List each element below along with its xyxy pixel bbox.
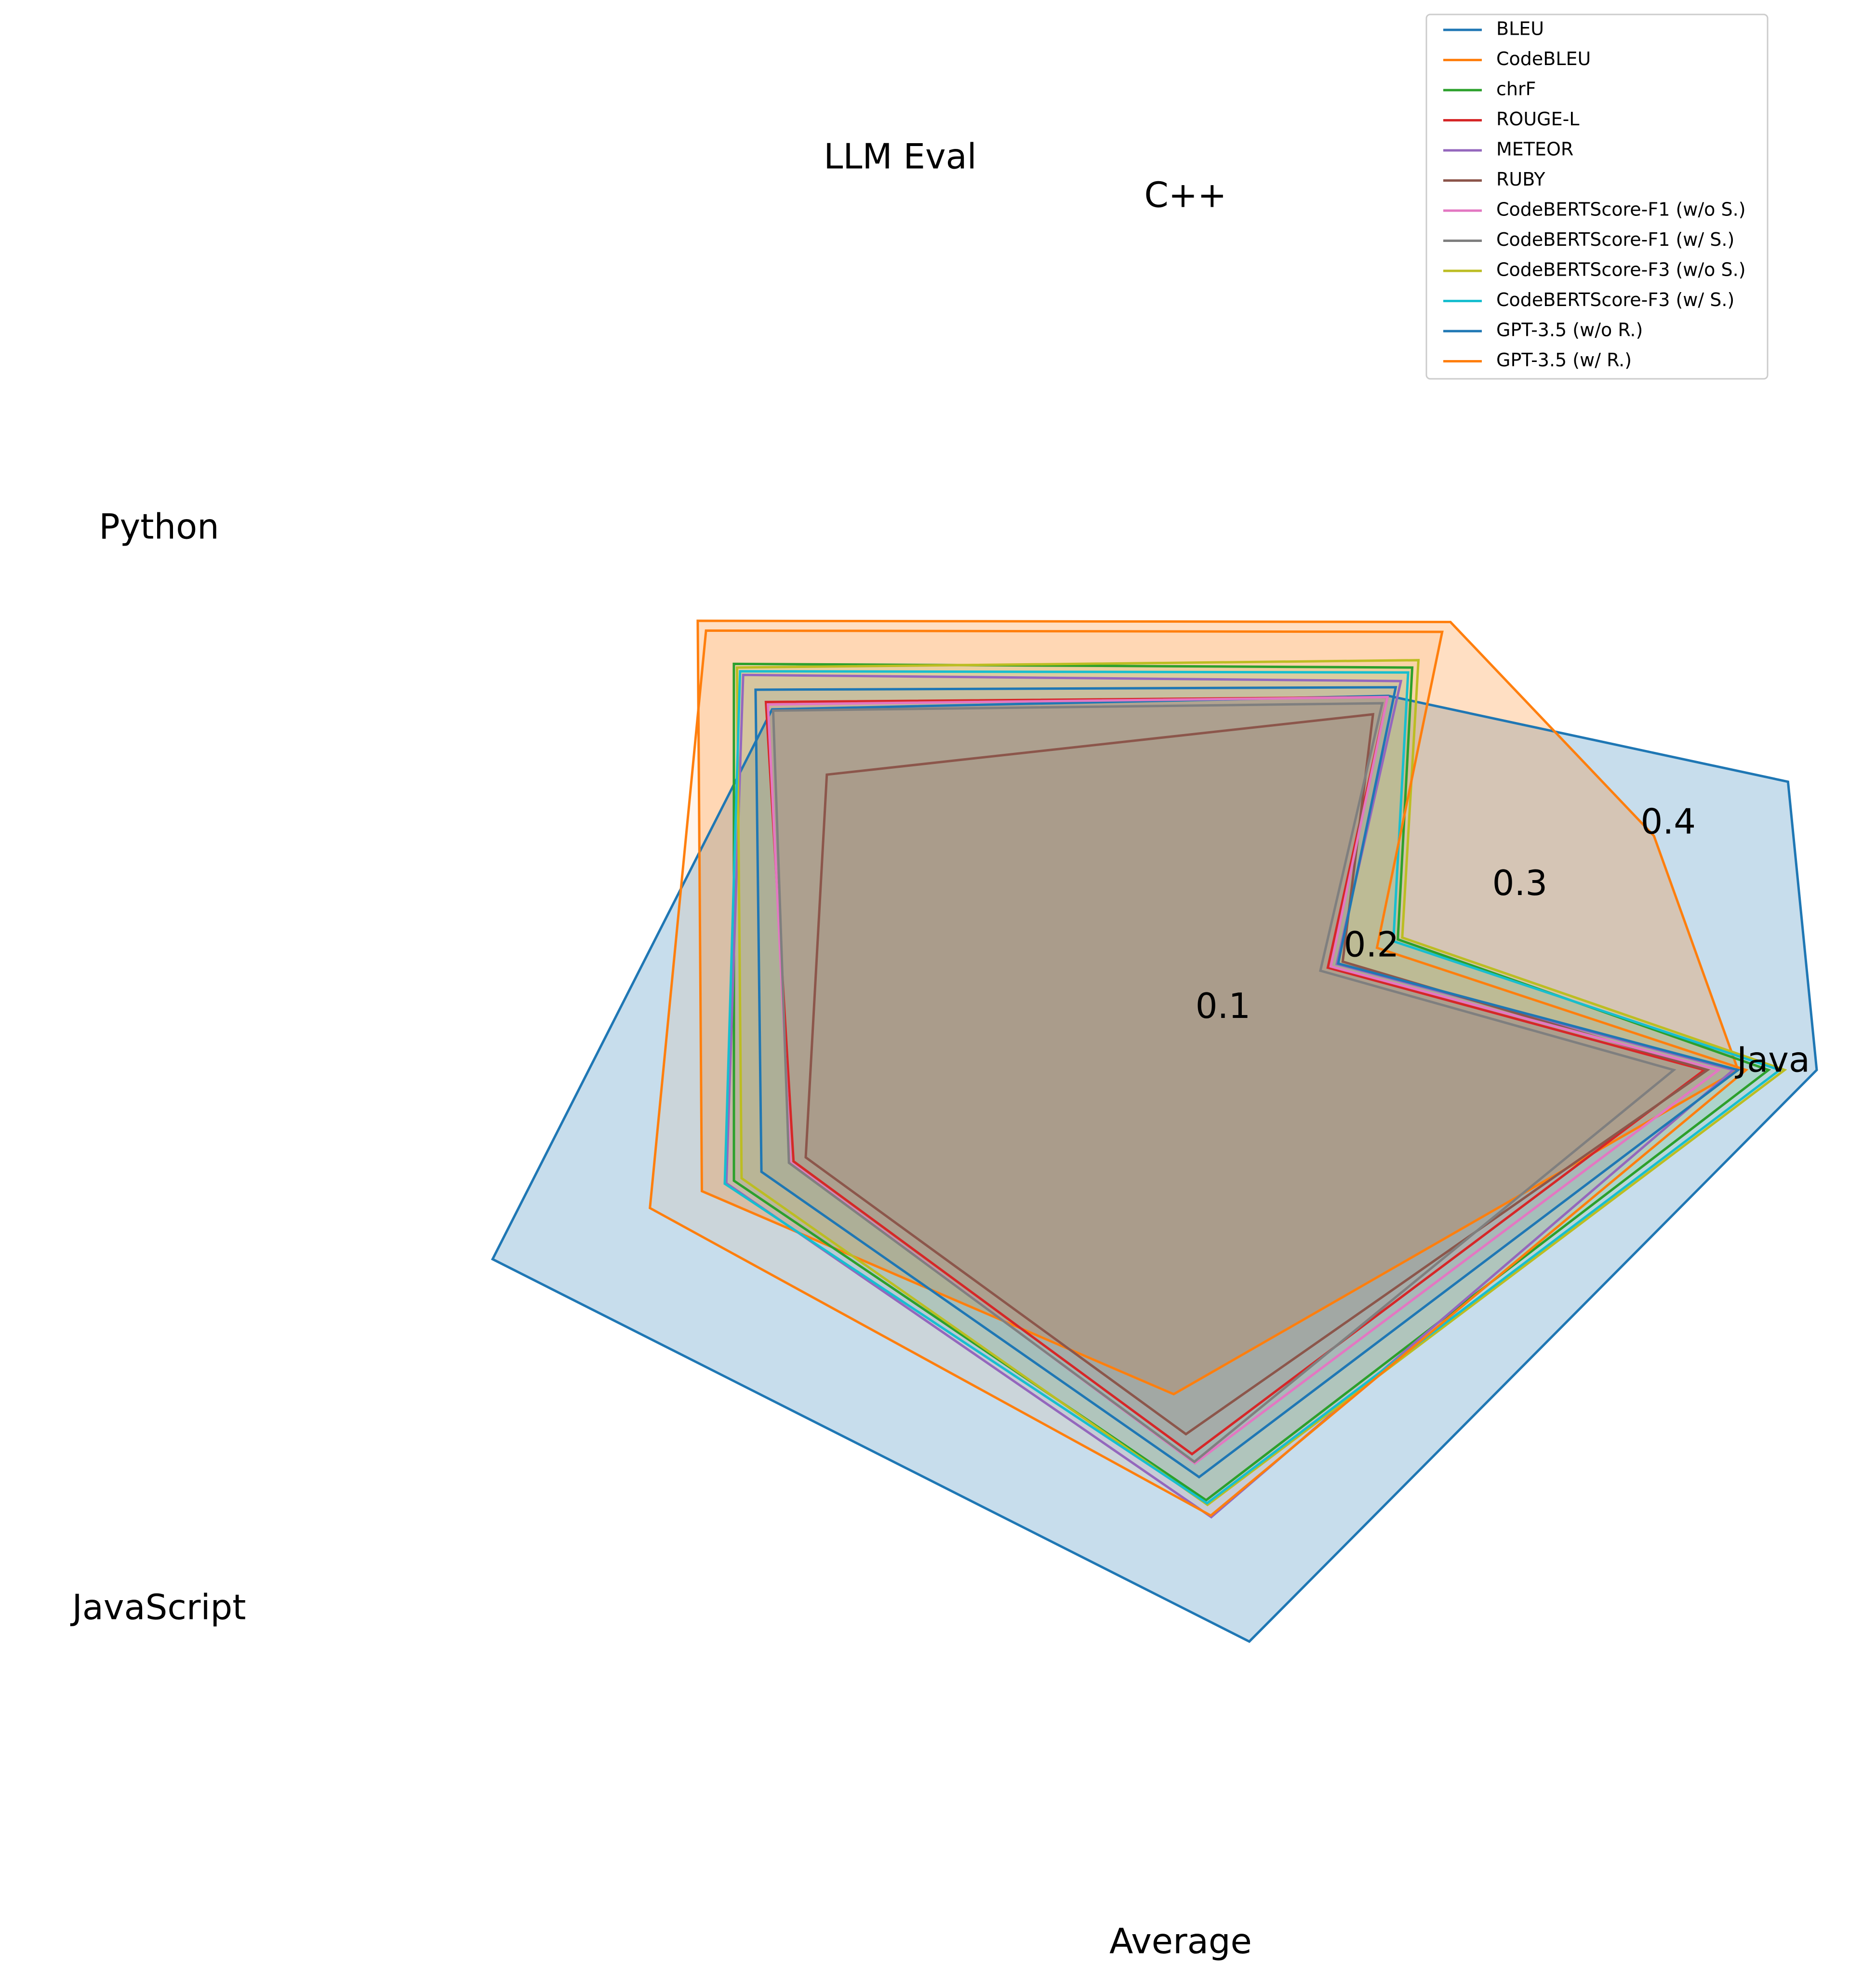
series-outlines [491,619,1818,1643]
series-line-ruby [804,713,1710,1436]
series-fill-gpt-3-5-w-o-r [755,687,1738,1477]
axis-labels: Java C++ LLM Eval Python JavaScript Average [70,136,1810,1962]
legend-label-rouge-l: ROUGE-L [1496,108,1579,130]
legend: BLEU CodeBLEU chrF ROUGE-L METEOR RUBY CodeBER… [1425,13,1769,380]
series-fill-rouge-l [766,697,1704,1454]
series-fill-ruby [806,714,1708,1434]
radial-tick-labels: 0.1 0.2 0.3 0.4 [1196,801,1696,1026]
legend-label-codebertscore-f1-w-s: CodeBERTScore-F1 (w/ S.) [1496,229,1734,250]
series-fill-codebleu [697,621,1738,1394]
legend-label-chrf: chrF [1496,79,1536,100]
legend-frame [1425,13,1769,380]
radial-tick-label: 0.3 [1492,863,1548,903]
legend-label-ruby: RUBY [1496,169,1545,190]
series-line-chrf [732,662,1771,1502]
series-line-codebleu [696,619,1740,1396]
legend-label-gpt-3-5-w-r: GPT-3.5 (w/ R.) [1496,349,1632,371]
radial-tick-label: 0.1 [1196,986,1251,1026]
legend-label-codebertscore-f1-w-o-s: CodeBERTScore-F1 (w/o S.) [1496,199,1746,220]
series-fill-codebertscore-f1-w-s [773,703,1674,1462]
axis-label-javascript: JavaScript [70,1587,246,1628]
series-line-gpt-3-5-w-r [649,629,1749,1517]
axis-label-python: Python [99,507,219,547]
axis-label-llm-eval: LLM Eval [824,136,976,177]
series-fill-bleu [492,695,1817,1642]
series-line-codebertscore-f3-w-o-s [735,659,1787,1507]
legend-label-gpt-3-5-w-o-r: GPT-3.5 (w/o R.) [1496,320,1643,341]
axis-label-java: Java [1735,1040,1810,1080]
series-line-bleu [491,695,1818,1643]
radial-tick-label: 0.2 [1344,924,1399,964]
series-fill-codebertscore-f3-w-o-s [737,660,1785,1505]
legend-label-meteor: METEOR [1496,139,1573,160]
series-line-codebertscore-f1-w-s [772,702,1676,1464]
series-fills [492,621,1817,1642]
legend-label-codebertscore-f3-w-s: CodeBERTScore-F3 (w/ S.) [1496,289,1734,310]
series-line-codebertscore-f3-w-s [723,670,1783,1505]
legend-label-codebleu: CodeBLEU [1496,48,1591,69]
radial-tick-label: 0.4 [1641,801,1696,842]
axis-label-average: Average [1109,1921,1252,1962]
series-line-gpt-3-5-w-o-r [754,686,1741,1479]
series-line-rouge-l [764,695,1707,1456]
legend-label-bleu: BLEU [1496,18,1544,40]
axis-label-c: C++ [1144,175,1227,215]
legend-label-codebertscore-f3-w-o-s: CodeBERTScore-F3 (w/o S.) [1496,259,1746,281]
series-fill-codebertscore-f1-w-o-s [768,697,1719,1463]
series-fill-meteor [726,675,1733,1517]
series-fill-chrf [733,664,1769,1500]
series-fill-codebertscore-f3-w-s [725,671,1780,1503]
series-line-codebertscore-f1-w-o-s [766,695,1722,1465]
series-line-meteor [725,673,1736,1519]
